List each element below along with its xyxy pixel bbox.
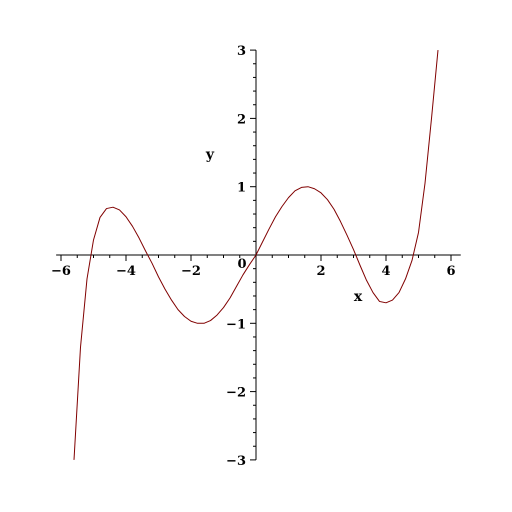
y-tick-label: −2	[226, 386, 246, 401]
labels: −6 −4 −2 0 2 4 6 −3 −2 −1 1 2 3 x y	[51, 44, 456, 469]
x-tick-label: −6	[51, 264, 71, 279]
x-tick-label: 2	[316, 264, 325, 279]
x-tick-label: −4	[116, 264, 136, 279]
x-tick-label: 4	[381, 264, 390, 279]
axes	[56, 49, 461, 461]
x-tick-label: −2	[181, 264, 201, 279]
y-tick-label: −1	[226, 317, 246, 332]
x-axis-label: x	[354, 289, 363, 305]
y-axis-label: y	[205, 147, 215, 163]
y-tick-label: 2	[237, 112, 246, 127]
series-layer	[73, 50, 439, 460]
x-tick-label: 0	[237, 257, 246, 272]
x-tick-label: 6	[446, 264, 455, 279]
y-tick-label: −3	[226, 454, 246, 469]
series-line	[73, 50, 439, 460]
y-tick-label: 1	[237, 181, 246, 196]
y-tick-label: 3	[237, 44, 246, 59]
